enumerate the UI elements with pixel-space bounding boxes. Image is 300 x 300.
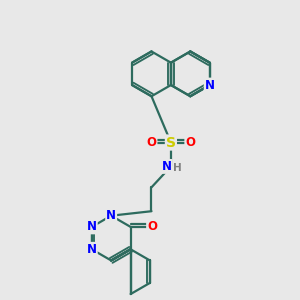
Text: O: O — [185, 136, 195, 149]
Text: N: N — [87, 243, 97, 256]
Text: N: N — [87, 220, 97, 233]
Text: O: O — [146, 136, 157, 149]
Text: O: O — [147, 220, 157, 233]
Text: N: N — [161, 160, 171, 173]
Text: S: S — [166, 136, 176, 149]
Text: N: N — [205, 79, 215, 92]
Text: N: N — [106, 209, 116, 222]
Text: H: H — [173, 163, 182, 173]
